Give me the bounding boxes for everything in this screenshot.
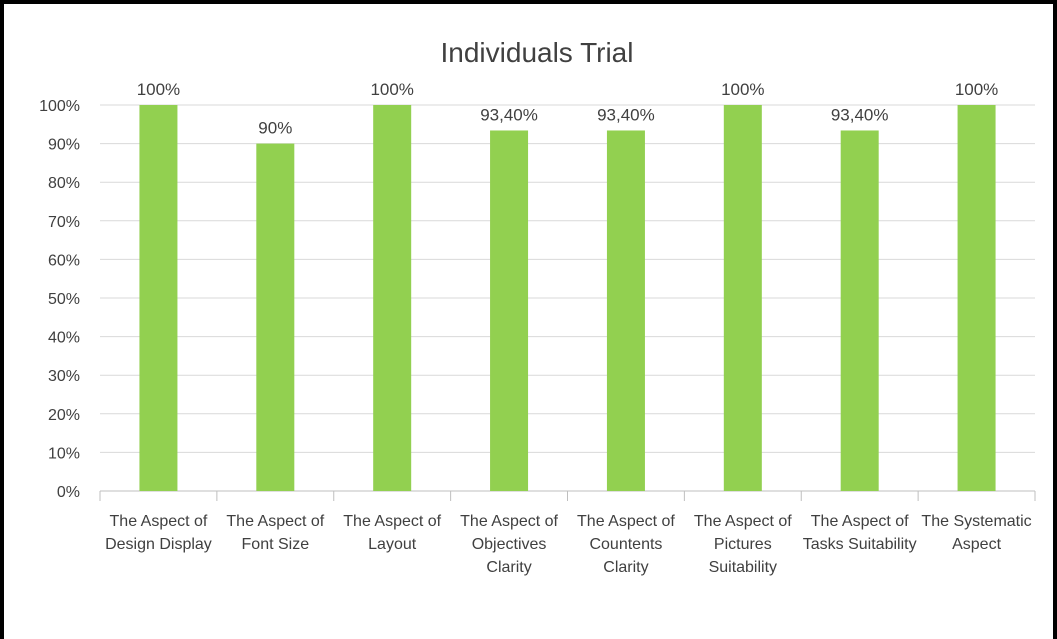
- y-tick-label: 90%: [48, 137, 80, 154]
- bar: [840, 130, 879, 491]
- bar: [490, 130, 529, 491]
- y-tick-label: 20%: [48, 407, 80, 424]
- x-tick-label: The Aspect of Font Size: [226, 513, 325, 553]
- x-tick-label: The Aspect of Countents Clarity: [577, 513, 675, 576]
- x-tick-label: The Aspect of Layout: [343, 513, 442, 553]
- chart-title: Individuals Trial: [441, 37, 634, 68]
- y-tick-label: 50%: [48, 291, 80, 308]
- bar: [957, 105, 996, 491]
- value-label: 100%: [370, 80, 413, 99]
- value-label: 100%: [955, 80, 998, 99]
- bar: [373, 105, 412, 491]
- y-tick-label: 100%: [39, 98, 80, 115]
- y-tick-label: 30%: [48, 368, 80, 385]
- value-label: 93,40%: [480, 105, 538, 124]
- value-label: 93,40%: [597, 105, 655, 124]
- y-tick-label: 70%: [48, 214, 80, 231]
- x-tick-label: The Aspect of Pictures Suitability: [693, 513, 792, 576]
- y-tick-label: 10%: [48, 445, 80, 462]
- bar: [723, 105, 762, 491]
- y-tick-label: 80%: [48, 175, 80, 192]
- bar: [606, 130, 645, 491]
- y-tick-label: 60%: [48, 252, 80, 269]
- value-label: 90%: [258, 119, 292, 138]
- x-tick-label: The Aspect of Tasks Suitability: [802, 513, 917, 553]
- x-tick-label: The Aspect of Design Display: [105, 513, 212, 553]
- value-label: 100%: [721, 80, 764, 99]
- value-label: 100%: [137, 80, 180, 99]
- y-tick-label: 40%: [48, 330, 80, 347]
- y-tick-label: 0%: [57, 484, 80, 501]
- x-tick-label: The Systematic Aspect: [921, 513, 1032, 553]
- x-tick-label: The Aspect of Objectives Clarity: [460, 513, 558, 576]
- value-label: 93,40%: [831, 105, 889, 124]
- bar: [256, 143, 295, 491]
- bar: [139, 105, 178, 491]
